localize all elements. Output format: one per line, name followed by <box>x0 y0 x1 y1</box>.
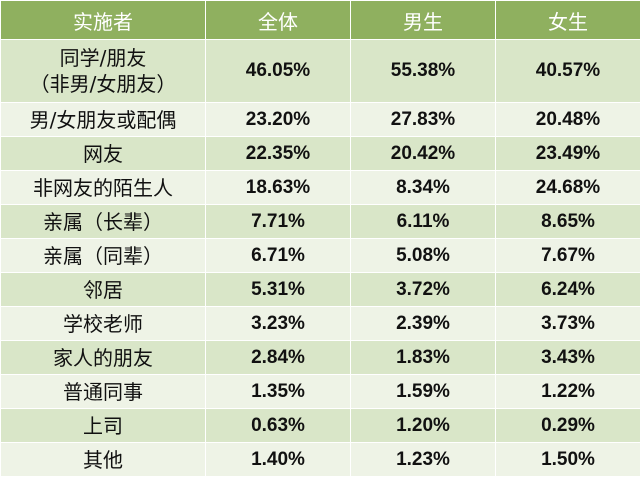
row-label-line: 上司 <box>83 413 123 438</box>
row-label: 邻居 <box>0 272 206 307</box>
row-label: 学校老师 <box>0 306 206 341</box>
value-all: 22.35% <box>205 136 351 171</box>
row-label-line: 男/女朋友或配偶 <box>29 107 177 132</box>
value-male: 6.11% <box>350 204 496 239</box>
row-label-line: 邻居 <box>83 277 123 302</box>
table-row: 其他 1.40% 1.23% 1.50% <box>0 442 640 477</box>
row-label: 男/女朋友或配偶 <box>0 102 206 137</box>
value-female: 0.29% <box>495 408 640 443</box>
value-all: 7.71% <box>205 204 351 239</box>
value-female: 1.50% <box>495 442 640 477</box>
row-label: 网友 <box>0 136 206 171</box>
row-label: 上司 <box>0 408 206 443</box>
value-female: 6.24% <box>495 272 640 307</box>
value-male: 1.83% <box>350 340 496 375</box>
value-all: 6.71% <box>205 238 351 273</box>
value-all: 23.20% <box>205 102 351 137</box>
value-female: 40.57% <box>495 39 640 103</box>
row-label: 普通同事 <box>0 374 206 409</box>
value-all: 18.63% <box>205 170 351 205</box>
value-female: 7.67% <box>495 238 640 273</box>
value-all: 5.31% <box>205 272 351 307</box>
value-female: 24.68% <box>495 170 640 205</box>
header-male: 男生 <box>350 0 496 40</box>
value-female: 8.65% <box>495 204 640 239</box>
row-label: 亲属（同辈） <box>0 238 206 273</box>
value-male: 8.34% <box>350 170 496 205</box>
value-all: 1.40% <box>205 442 351 477</box>
row-label-line: 网友 <box>83 141 123 166</box>
table-row: 非网友的陌生人 18.63% 8.34% 24.68% <box>0 170 640 205</box>
row-label-line: 非网友的陌生人 <box>33 175 173 200</box>
table-row: 邻居 5.31% 3.72% 6.24% <box>0 272 640 307</box>
row-label: 家人的朋友 <box>0 340 206 375</box>
value-male: 2.39% <box>350 306 496 341</box>
value-all: 1.35% <box>205 374 351 409</box>
header-all: 全体 <box>205 0 351 40</box>
row-label: 亲属（长辈） <box>0 204 206 239</box>
value-female: 20.48% <box>495 102 640 137</box>
value-all: 3.23% <box>205 306 351 341</box>
table-row: 同学/朋友 （非男/女朋友） 46.05% 55.38% 40.57% <box>0 39 640 103</box>
table-body: 同学/朋友 （非男/女朋友） 46.05% 55.38% 40.57% 男/女朋友或配偶 2… <box>0 39 640 477</box>
header-row: 实施者 全体 男生 女生 <box>0 0 640 40</box>
value-male: 3.72% <box>350 272 496 307</box>
table-row: 学校老师 3.23% 2.39% 3.73% <box>0 306 640 341</box>
row-label: 其他 <box>0 442 206 477</box>
value-male: 1.59% <box>350 374 496 409</box>
value-all: 0.63% <box>205 408 351 443</box>
value-male: 1.23% <box>350 442 496 477</box>
table-row: 网友 22.35% 20.42% 23.49% <box>0 136 640 171</box>
table-row: 普通同事 1.35% 1.59% 1.22% <box>0 374 640 409</box>
value-female: 3.73% <box>495 306 640 341</box>
value-male: 27.83% <box>350 102 496 137</box>
row-label: 同学/朋友 （非男/女朋友） <box>0 39 206 103</box>
row-label-line: （非男/女朋友） <box>29 72 177 96</box>
value-male: 5.08% <box>350 238 496 273</box>
table-row: 家人的朋友 2.84% 1.83% 3.43% <box>0 340 640 375</box>
value-all: 46.05% <box>205 39 351 103</box>
row-label: 非网友的陌生人 <box>0 170 206 205</box>
table-row: 上司 0.63% 1.20% 0.29% <box>0 408 640 443</box>
value-all: 2.84% <box>205 340 351 375</box>
value-male: 55.38% <box>350 39 496 103</box>
row-label-line: 其他 <box>83 447 123 472</box>
row-label-line: 亲属（同辈） <box>43 243 163 268</box>
perpetrator-table: 实施者 全体 男生 女生 同学/朋友 （非男/女朋友） 46.05% 55.38% 40… <box>0 0 640 477</box>
row-label-line: 亲属（长辈） <box>43 209 163 234</box>
row-label-line: 同学/朋友 <box>59 46 147 70</box>
value-female: 23.49% <box>495 136 640 171</box>
value-female: 1.22% <box>495 374 640 409</box>
value-male: 20.42% <box>350 136 496 171</box>
header-female: 女生 <box>495 0 640 40</box>
header-perpetrator: 实施者 <box>0 0 206 40</box>
value-male: 1.20% <box>350 408 496 443</box>
table-row: 亲属（同辈） 6.71% 5.08% 7.67% <box>0 238 640 273</box>
row-label-line: 家人的朋友 <box>53 345 153 370</box>
value-female: 3.43% <box>495 340 640 375</box>
table-row: 亲属（长辈） 7.71% 6.11% 8.65% <box>0 204 640 239</box>
row-label-line: 学校老师 <box>63 311 143 336</box>
row-label-line: 普通同事 <box>63 379 143 404</box>
table-row: 男/女朋友或配偶 23.20% 27.83% 20.48% <box>0 102 640 137</box>
